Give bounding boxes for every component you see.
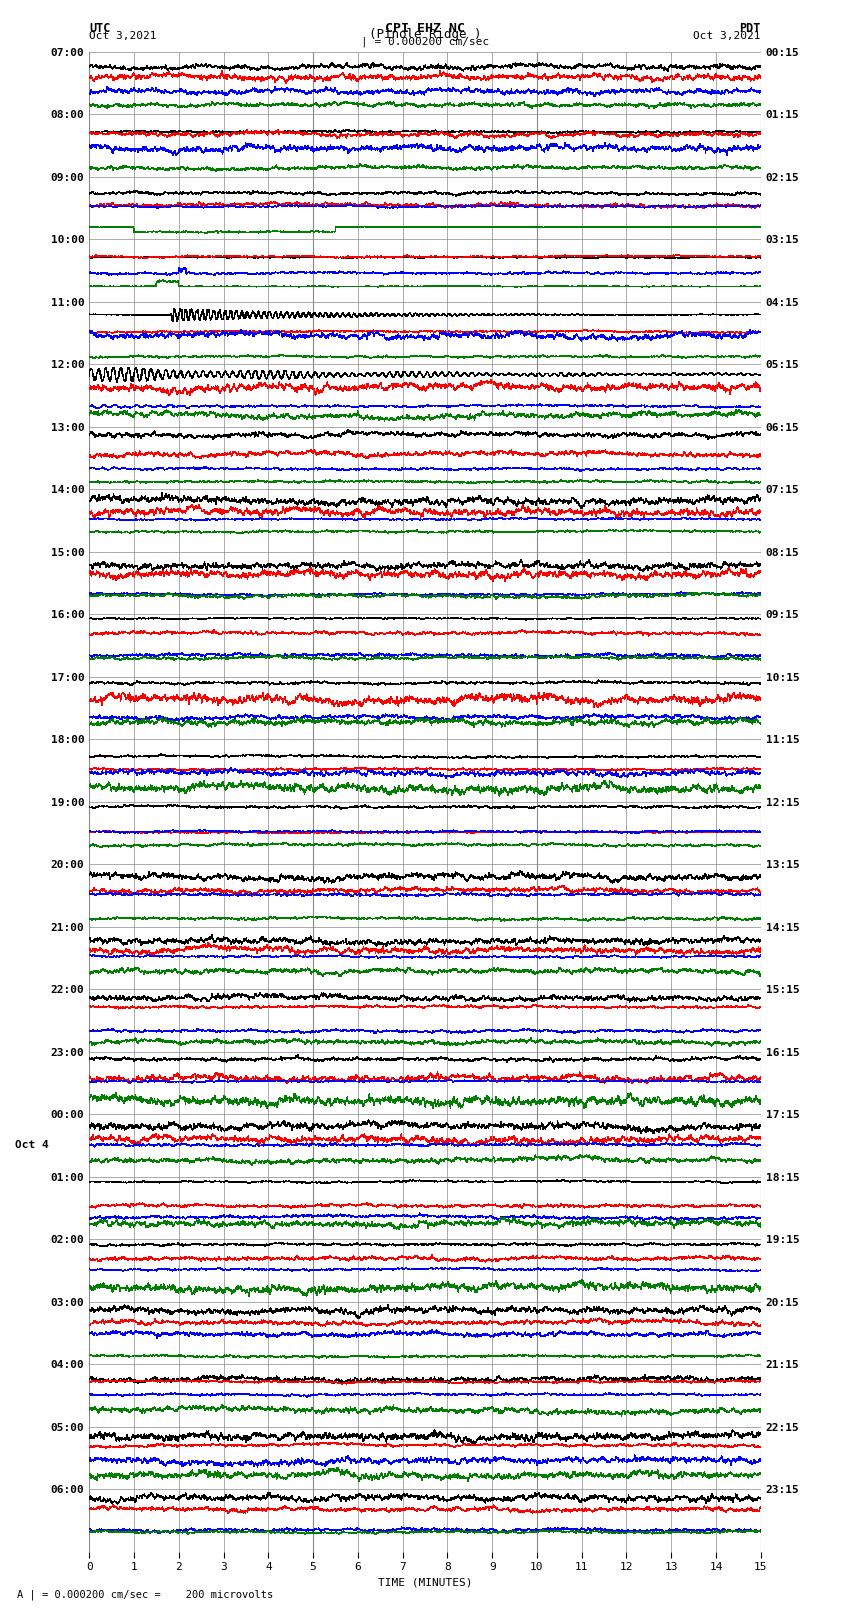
Text: Oct 4: Oct 4 xyxy=(15,1140,49,1150)
X-axis label: TIME (MINUTES): TIME (MINUTES) xyxy=(377,1578,473,1587)
Text: (Pinole Ridge ): (Pinole Ridge ) xyxy=(369,27,481,40)
Text: Oct 3,2021: Oct 3,2021 xyxy=(89,31,156,40)
Text: | = 0.000200 cm/sec: | = 0.000200 cm/sec xyxy=(361,35,489,47)
Text: Oct 3,2021: Oct 3,2021 xyxy=(694,31,761,40)
Text: A | = 0.000200 cm/sec =    200 microvolts: A | = 0.000200 cm/sec = 200 microvolts xyxy=(17,1589,273,1600)
Text: PDT: PDT xyxy=(740,21,761,35)
Text: UTC: UTC xyxy=(89,21,110,35)
Text: CPI EHZ NC: CPI EHZ NC xyxy=(385,21,465,35)
